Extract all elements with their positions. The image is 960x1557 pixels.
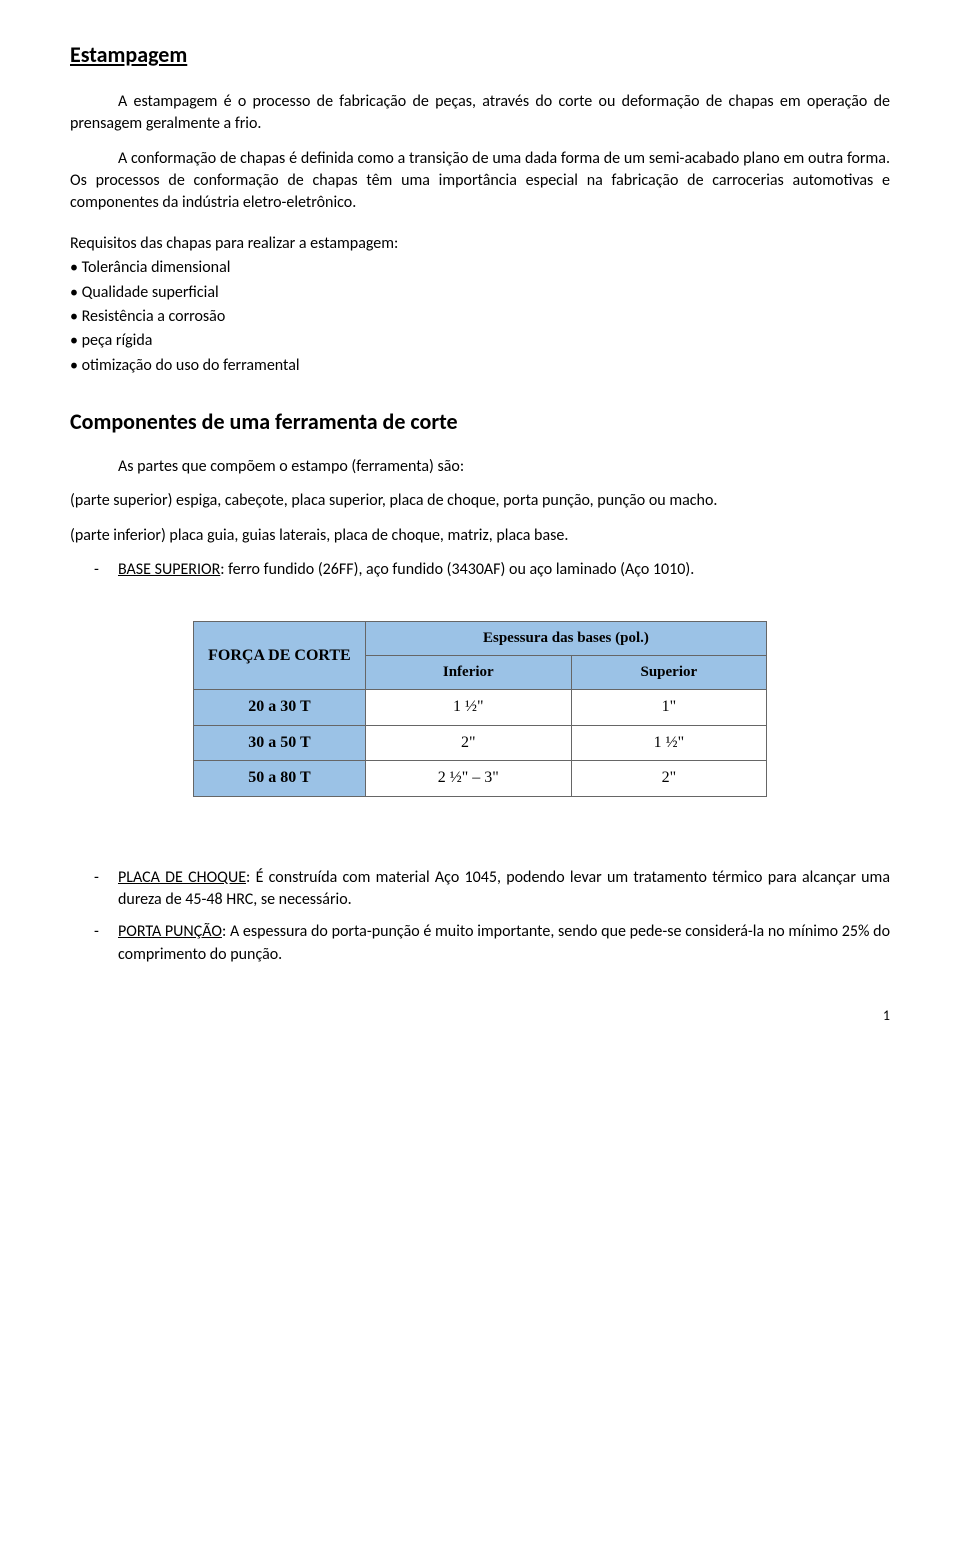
bullet-item: • Resistência a corrosão xyxy=(70,306,890,328)
paragraph-upper-part: (parte superior) espiga, cabeçote, placa… xyxy=(70,490,890,512)
bullet-item: • Qualidade superficial xyxy=(70,282,890,304)
dash-item-body: BASE SUPERIOR: ferro fundido (26FF), aço… xyxy=(118,559,890,581)
table-cell: 2" xyxy=(571,761,766,796)
dash-list: - BASE SUPERIOR: ferro fundido (26FF), a… xyxy=(94,559,890,581)
table-force-cell: 50 a 80 T xyxy=(194,761,366,796)
table-force-cell: 20 a 30 T xyxy=(194,690,366,725)
table-subheader: Inferior xyxy=(365,656,571,690)
table-cell: 1 ½" xyxy=(571,725,766,760)
table-cell: 2" xyxy=(365,725,571,760)
dash-item-body: PORTA PUNÇÃO: A espessura do porta-punçã… xyxy=(118,921,890,966)
dash-item-rest: : A espessura do porta-punção é muito im… xyxy=(118,922,890,963)
requirements-bullets: • Tolerância dimensional • Qualidade sup… xyxy=(70,257,890,377)
table-cell: 1 ½" xyxy=(365,690,571,725)
table-span-header: Espessura das bases (pol.) xyxy=(365,622,766,656)
table-row: 20 a 30 T 1 ½" 1" xyxy=(194,690,767,725)
dash-item: - PLACA DE CHOQUE: É construída com mate… xyxy=(94,867,890,912)
dash-icon: - xyxy=(94,921,118,966)
table-force-cell: 30 a 50 T xyxy=(194,725,366,760)
dash-list: - PLACA DE CHOQUE: É construída com mate… xyxy=(94,867,890,967)
dash-item-rest: : ferro fundido (26FF), aço fundido (343… xyxy=(220,560,694,579)
table-header-row: FORÇA DE CORTE Espessura das bases (pol.… xyxy=(194,622,767,656)
dash-item-label: PORTA PUNÇÃO xyxy=(118,922,222,941)
page-title: Estampagem xyxy=(70,40,890,71)
paragraph-intro-2: A conformação de chapas é definida como … xyxy=(70,148,890,215)
table-row: 30 a 50 T 2" 1 ½" xyxy=(194,725,767,760)
dash-icon: - xyxy=(94,867,118,912)
dash-item-body: PLACA DE CHOQUE: É construída com materi… xyxy=(118,867,890,912)
dash-item: - BASE SUPERIOR: ferro fundido (26FF), a… xyxy=(94,559,890,581)
dash-item-label: PLACA DE CHOQUE xyxy=(118,868,246,887)
paragraph-components-intro: As partes que compõem o estampo (ferrame… xyxy=(70,456,890,478)
bullet-item: • peça rígida xyxy=(70,330,890,352)
table-cell: 2 ½" – 3" xyxy=(365,761,571,796)
table-subheader: Superior xyxy=(571,656,766,690)
section-heading: Componentes de uma ferramenta de corte xyxy=(70,407,890,438)
requirements-intro: Requisitos das chapas para realizar a es… xyxy=(70,233,890,255)
dash-icon: - xyxy=(94,559,118,581)
table-cell: 1" xyxy=(571,690,766,725)
paragraph-lower-part: (parte inferior) placa guia, guias later… xyxy=(70,525,890,547)
page-number: 1 xyxy=(70,1006,890,1026)
paragraph-intro-1: A estampagem é o processo de fabricação … xyxy=(70,91,890,136)
bullet-item: • Tolerância dimensional xyxy=(70,257,890,279)
bullet-item: • otimização do uso do ferramental xyxy=(70,355,890,377)
table-row: 50 a 80 T 2 ½" – 3" 2" xyxy=(194,761,767,796)
table-corner-header: FORÇA DE CORTE xyxy=(194,622,366,690)
thickness-table: FORÇA DE CORTE Espessura das bases (pol.… xyxy=(193,621,767,796)
dash-item-label: BASE SUPERIOR xyxy=(118,560,220,579)
dash-item: - PORTA PUNÇÃO: A espessura do porta-pun… xyxy=(94,921,890,966)
